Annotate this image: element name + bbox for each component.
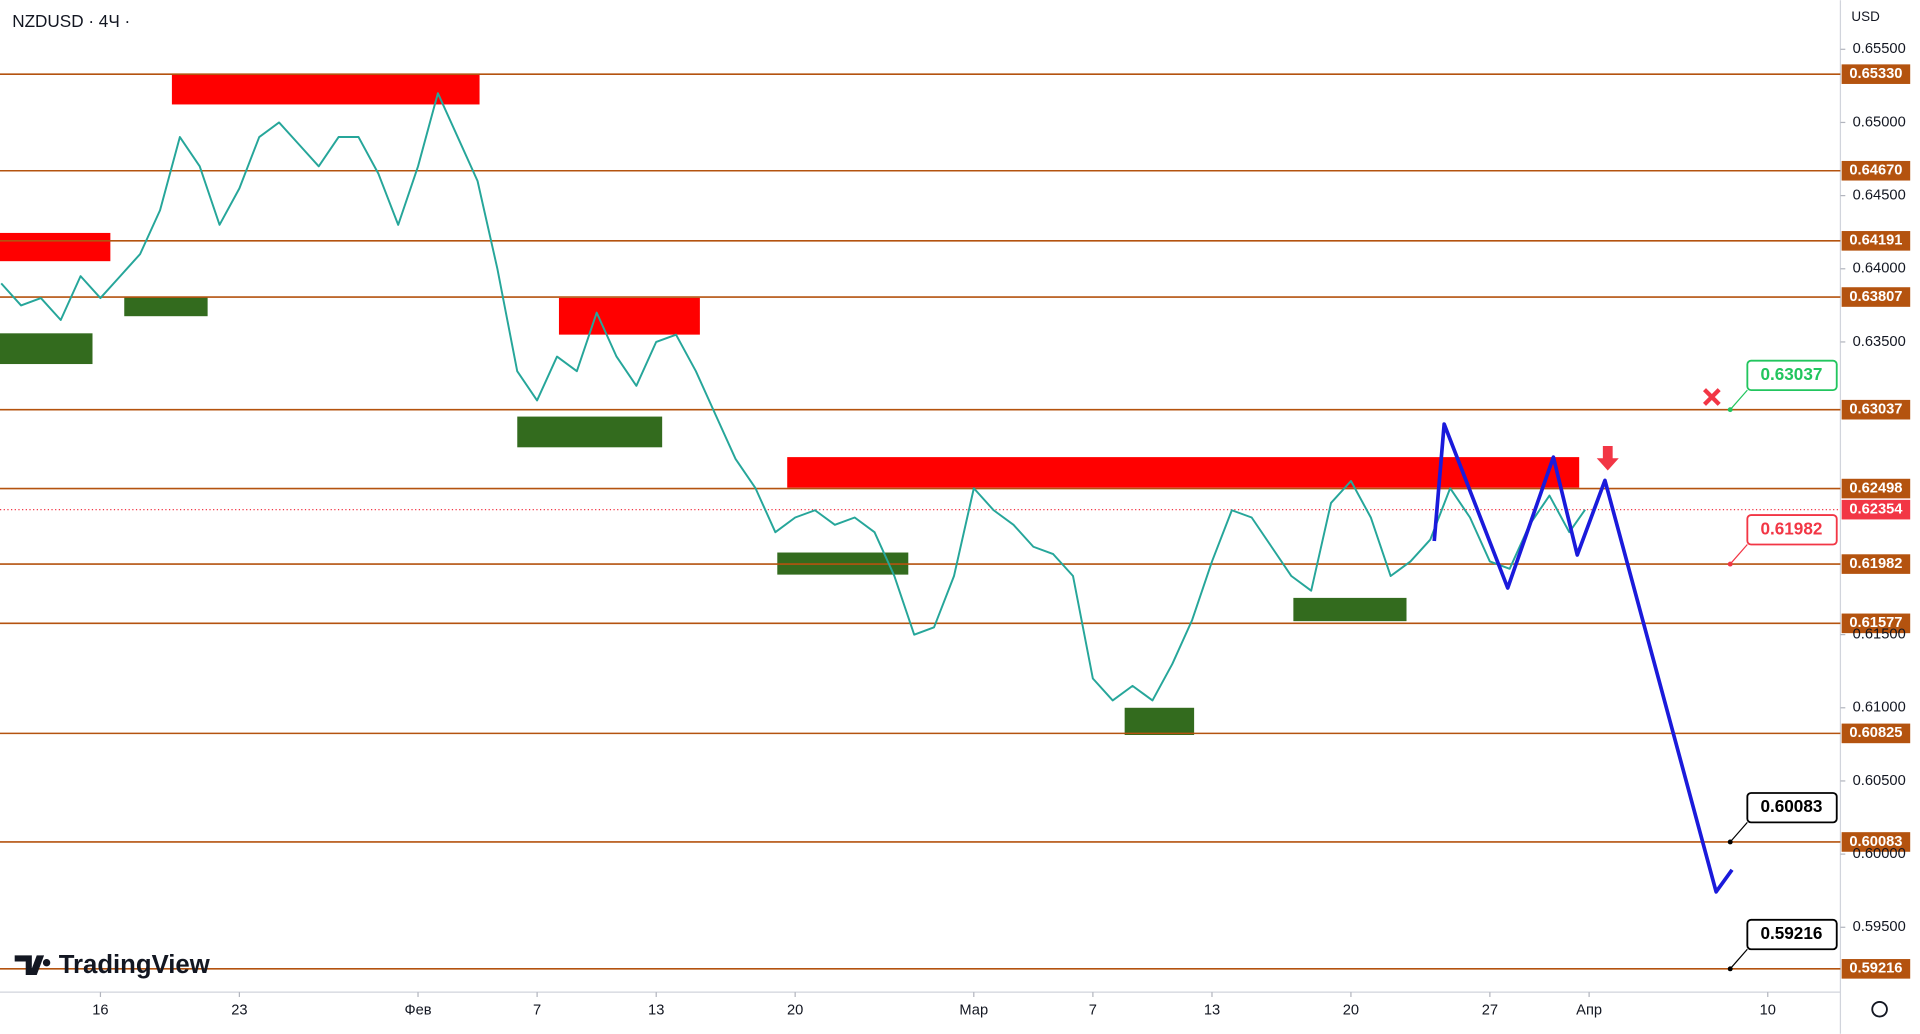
y-tick-label: 0.64000 — [1853, 261, 1906, 277]
x-tick-label: Апр — [1576, 1002, 1602, 1018]
forecast-line — [1432, 422, 1734, 894]
x-tick-label: 23 — [231, 1002, 247, 1018]
price-line — [0, 92, 1586, 702]
callout-box — [1746, 792, 1838, 824]
zone — [1124, 707, 1195, 735]
y-tick-label: 0.60500 — [1853, 773, 1906, 789]
level-tag — [1841, 832, 1911, 852]
level-tag — [1841, 287, 1911, 307]
level-label: 0.60825 — [1849, 725, 1902, 741]
last-price-tag — [1841, 499, 1911, 520]
level-tag — [1841, 160, 1911, 181]
logo-icon — [14, 955, 51, 975]
level-tag — [1841, 478, 1911, 499]
level-label: 0.63037 — [1849, 402, 1902, 418]
y-tick-label: 0.65000 — [1853, 114, 1906, 130]
x-tick-label: 7 — [1089, 1002, 1097, 1018]
level-label: 0.63807 — [1849, 289, 1902, 305]
callout-label: 0.61982 — [1760, 518, 1822, 538]
level-label: 0.61982 — [1849, 556, 1902, 572]
chart-title: NZDUSD · 4Ч · — [12, 11, 130, 31]
callout-leader — [1729, 389, 1748, 411]
callout-leader — [1729, 544, 1748, 565]
callout-anchor — [1727, 561, 1733, 567]
x-tick-label: 7 — [533, 1002, 541, 1018]
brand: TradingView — [59, 951, 211, 979]
gear[interactable] — [1871, 1000, 1888, 1018]
level-label: 0.65330 — [1849, 66, 1902, 82]
callout-leader — [1729, 948, 1748, 970]
x-tick-label: 13 — [1204, 1002, 1220, 1018]
y-tick-label: 0.63500 — [1853, 334, 1906, 350]
level-label: 0.59216 — [1849, 961, 1902, 977]
callout-anchor — [1727, 839, 1733, 845]
zone — [124, 296, 208, 317]
y-tick-label: 0.59500 — [1853, 919, 1906, 935]
x-tick-label: 13 — [648, 1002, 664, 1018]
x-tick-label: Фев — [404, 1002, 431, 1018]
zone — [171, 73, 480, 105]
stop-marker — [1702, 388, 1721, 406]
callout-anchor — [1727, 966, 1733, 972]
callout-label: 0.59216 — [1760, 923, 1822, 943]
level-tag — [1841, 231, 1911, 251]
x-tick-label: 10 — [1760, 1002, 1776, 1018]
level-label: 0.64191 — [1849, 233, 1902, 249]
sell-arrow — [1596, 445, 1619, 471]
zone — [0, 333, 93, 365]
last-price-label: 0.62354 — [1849, 502, 1903, 518]
settings-icon[interactable] — [1871, 1000, 1888, 1018]
level-label: 0.60083 — [1849, 834, 1902, 850]
zone — [517, 416, 663, 448]
y-tick-label: 0.65500 — [1853, 41, 1906, 57]
level-tag — [1841, 959, 1911, 979]
level-tag — [1841, 399, 1911, 420]
level-tag — [1841, 64, 1911, 84]
logo: TradingView — [14, 951, 211, 979]
level-label: 0.62498 — [1849, 480, 1902, 496]
plot — [0, 73, 1841, 970]
callout-label: 0.60083 — [1760, 796, 1822, 816]
level-tag — [1841, 723, 1911, 744]
level-tag — [1841, 613, 1911, 634]
zone — [558, 297, 700, 335]
zone — [1293, 597, 1407, 622]
y-tick-label: 0.61500 — [1853, 626, 1906, 642]
x-tick-label: 20 — [1343, 1002, 1359, 1018]
zone — [0, 232, 111, 262]
callout-box — [1746, 918, 1838, 951]
x-tick-label: 16 — [92, 1002, 108, 1018]
x-tick-label: 20 — [787, 1002, 803, 1018]
callout-anchor — [1727, 407, 1733, 413]
callout-box — [1746, 514, 1838, 546]
level-tag — [1841, 554, 1911, 574]
currency: USD — [1851, 9, 1880, 24]
callout-leader — [1729, 821, 1748, 843]
x-tick-label: 27 — [1482, 1002, 1498, 1018]
y-tick-label: 0.60000 — [1853, 846, 1906, 862]
level-label: 0.64670 — [1849, 163, 1902, 179]
level-label: 0.61577 — [1849, 615, 1902, 631]
x-tick-label: Мар — [959, 1002, 988, 1018]
y-tick-label: 0.64500 — [1853, 187, 1906, 203]
zone — [787, 457, 1580, 488]
y-tick-label: 0.61000 — [1853, 700, 1906, 716]
callout-box — [1746, 359, 1838, 392]
callout-label: 0.63037 — [1760, 364, 1822, 384]
